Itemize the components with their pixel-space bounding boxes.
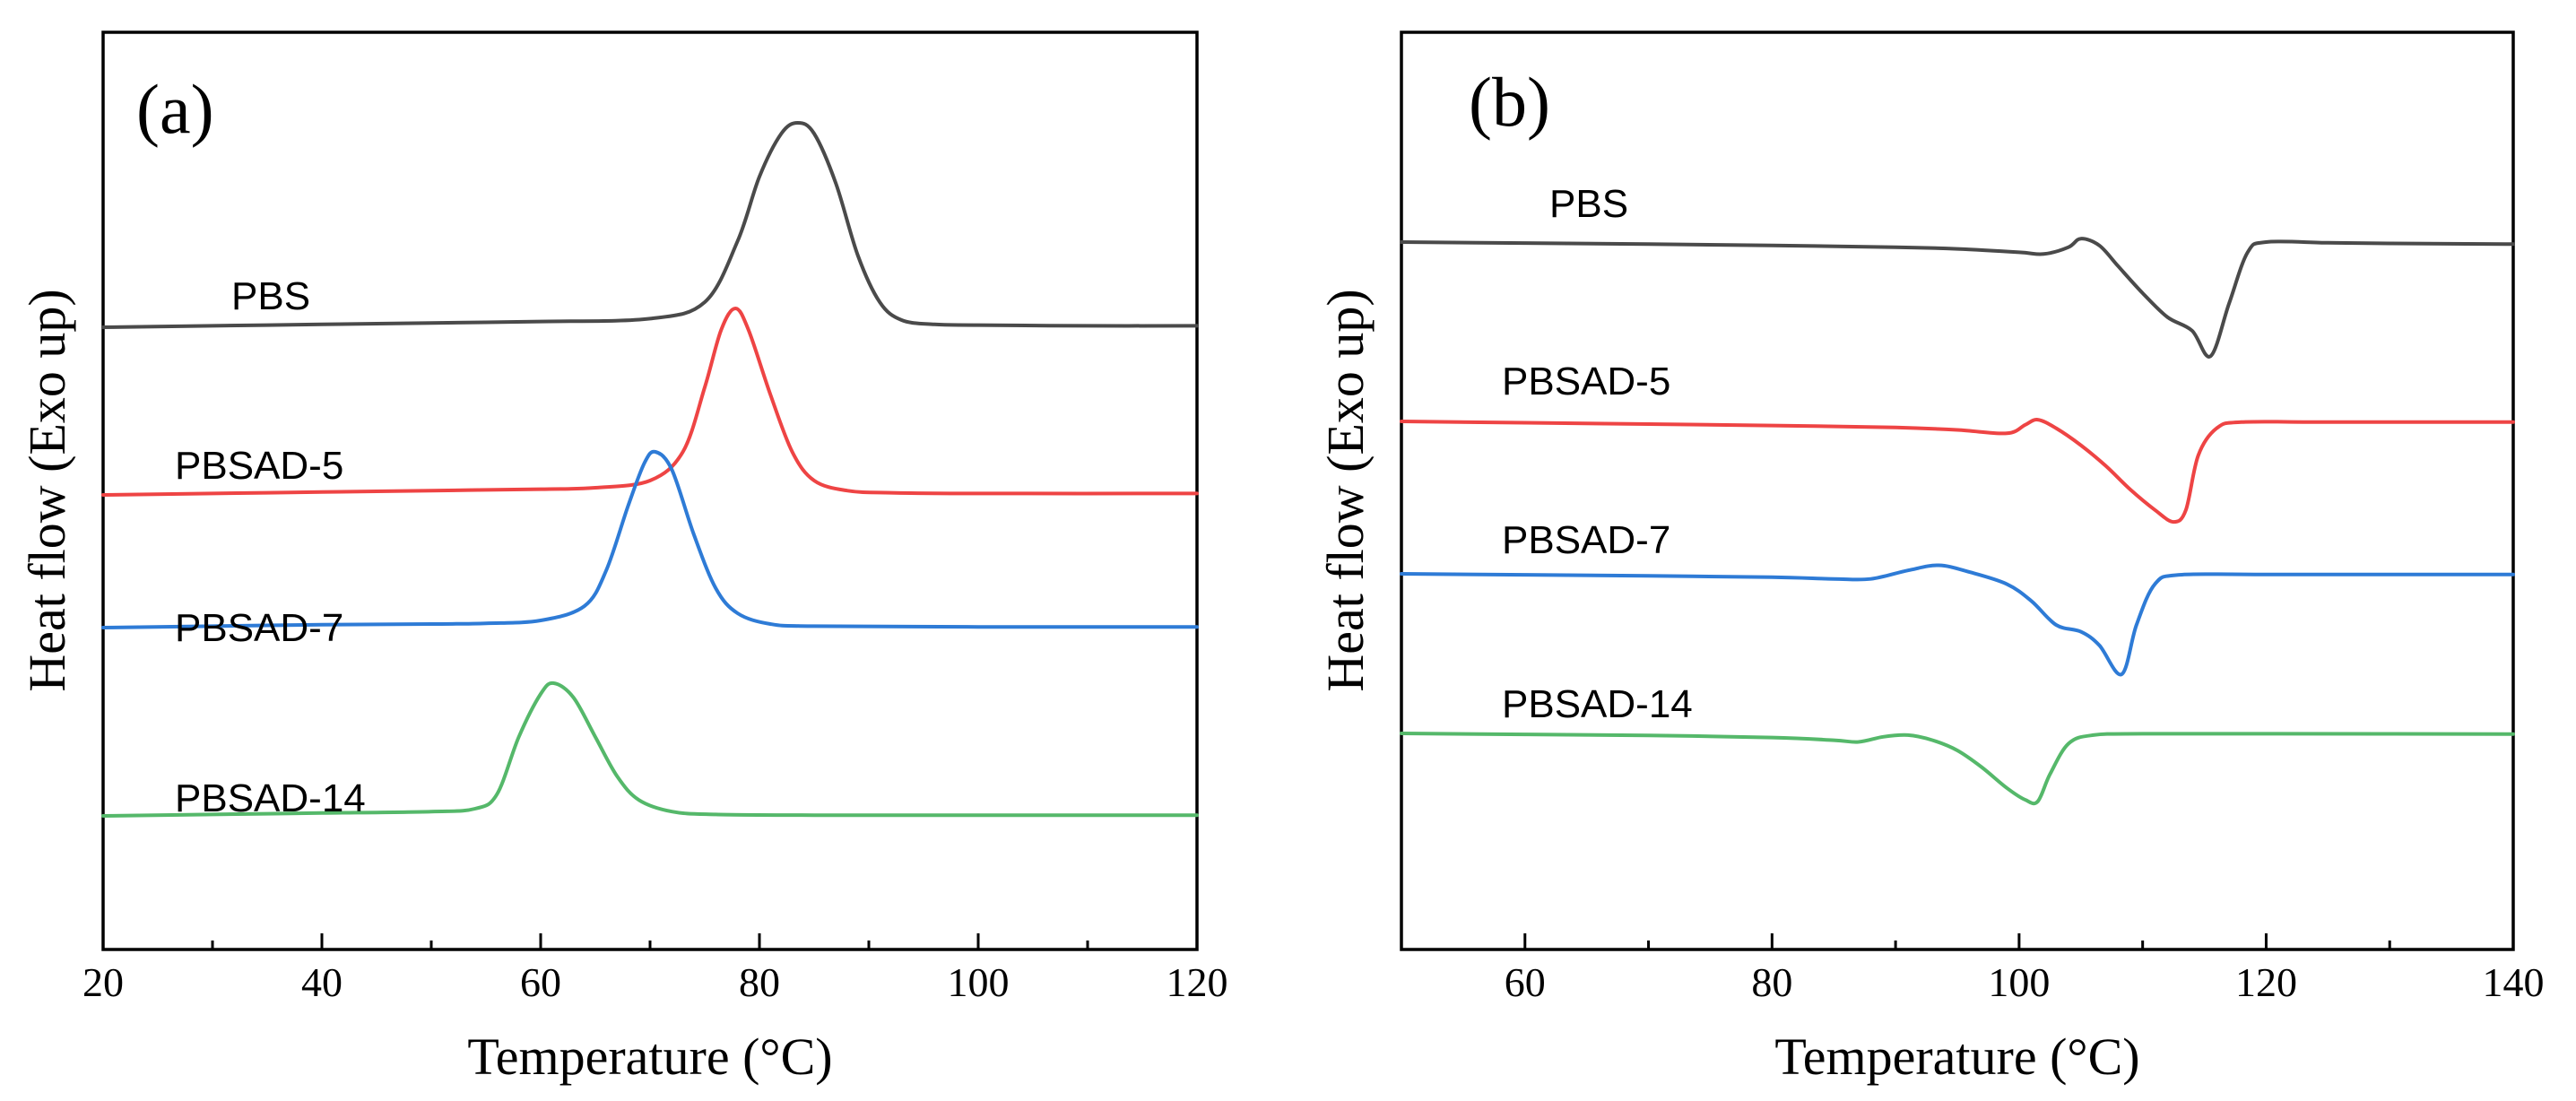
y-axis-title-b: Heat flow (Exo up) <box>1316 289 1375 691</box>
series-label-b-pbsad-14: PBSAD-14 <box>1502 682 1693 726</box>
x-tick-label: 60 <box>1505 959 1546 1005</box>
x-tick-label: 20 <box>82 959 124 1005</box>
panel-b: 60 80 100 120 140 (b) PBS PBSAD-5 PBSAD-7 PB… <box>1316 30 2545 1086</box>
x-tick-label: 100 <box>948 959 1010 1005</box>
series-label-a-pbsad-14: PBSAD-14 <box>175 776 366 820</box>
x-tick-label: 140 <box>2483 959 2545 1005</box>
x-tick-label: 80 <box>739 959 780 1005</box>
x-tick-label: 60 <box>520 959 561 1005</box>
x-tick-label: 120 <box>1167 959 1228 1005</box>
x-tick-label: 120 <box>2235 959 2297 1005</box>
y-axis-title-a: Heat flow (Exo up) <box>18 289 76 691</box>
series-line-b-pbsad-7 <box>1400 563 2515 677</box>
curves-b <box>1400 237 2515 806</box>
x-tick-label: 100 <box>1988 959 2050 1005</box>
series-label-b-pbsad-7: PBSAD-7 <box>1502 518 1670 562</box>
series-line-a-pbsad-7 <box>101 449 1199 629</box>
x-axis-title-a: Temperature (°C) <box>467 1027 832 1086</box>
panel-a: 20 40 60 80 100 120 (a) PBS PBSAD-5 PBSAD-7 P… <box>18 30 1228 1086</box>
series-line-a-pbsad-5 <box>101 307 1199 497</box>
series-label-a-pbsad-5: PBSAD-5 <box>175 444 343 488</box>
panel-label-b: (b) <box>1469 63 1550 141</box>
series-line-a-pbsad-14 <box>101 681 1199 818</box>
x-axis-ticks-b: 60 80 100 120 140 <box>1400 933 2545 1005</box>
series-line-b-pbsad-5 <box>1400 418 2515 524</box>
series-line-a-pbs <box>101 121 1199 329</box>
series-label-b-pbs: PBS <box>1549 182 1628 226</box>
panel-label-a: (a) <box>136 70 214 148</box>
series-line-b-pbsad-14 <box>1400 732 2515 806</box>
series-line-b-pbs <box>1400 237 2515 359</box>
series-label-b-pbsad-5: PBSAD-5 <box>1502 360 1670 403</box>
curves-a <box>101 121 1199 818</box>
x-axis-ticks-a: 20 40 60 80 100 120 <box>82 933 1228 1005</box>
x-tick-label: 40 <box>301 959 343 1005</box>
x-axis-title-b: Temperature (°C) <box>1774 1027 2139 1086</box>
x-tick-label: 80 <box>1751 959 1792 1005</box>
plot-frame-b <box>1400 30 2515 951</box>
series-label-a-pbs: PBS <box>231 274 310 318</box>
series-label-a-pbsad-7: PBSAD-7 <box>175 606 343 650</box>
